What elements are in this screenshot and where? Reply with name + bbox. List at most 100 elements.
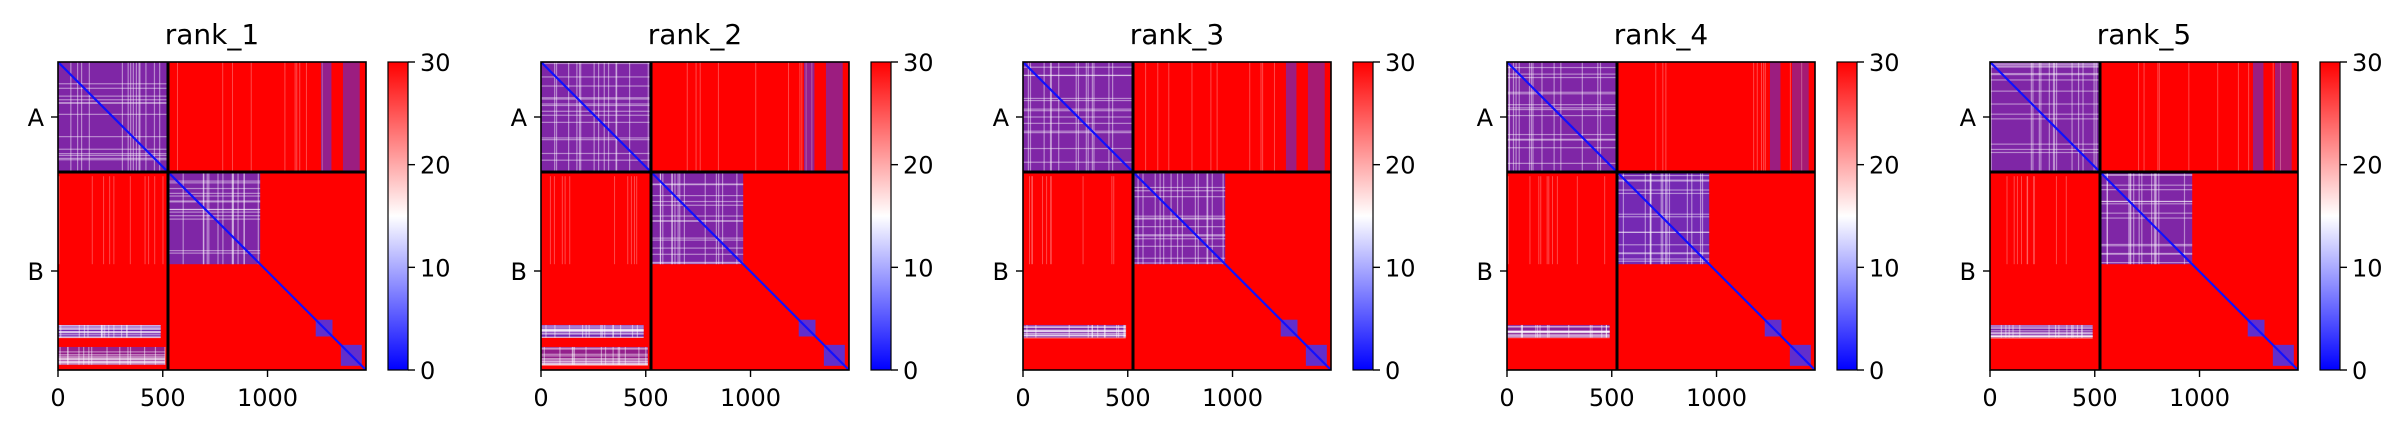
texture-streak bbox=[1023, 334, 1126, 337]
texture-streak bbox=[58, 351, 165, 353]
texture-streak bbox=[1660, 172, 1662, 265]
texture-streak bbox=[569, 176, 571, 265]
x-tick-label: 500 bbox=[2072, 384, 2118, 412]
x-tick-label: 1000 bbox=[1202, 384, 1263, 412]
texture-streak bbox=[1507, 337, 1610, 339]
panel-title: rank_2 bbox=[648, 18, 742, 51]
texture-streak bbox=[1023, 99, 1133, 102]
texture-streak bbox=[1035, 324, 1037, 338]
texture-streak bbox=[1990, 62, 1992, 172]
x-tick-label: 0 bbox=[1015, 384, 1030, 412]
texture-streak bbox=[2100, 252, 2193, 255]
texture-streak bbox=[1222, 172, 1224, 265]
texture-streak bbox=[1104, 324, 1106, 338]
texture-streak bbox=[2100, 189, 2193, 191]
axes-frame bbox=[1989, 61, 2299, 371]
texture-streak bbox=[1617, 231, 1710, 233]
texture-streak bbox=[1605, 324, 1607, 338]
texture-streak bbox=[1082, 176, 1084, 265]
texture-streak bbox=[1123, 324, 1125, 338]
texture-streak bbox=[633, 176, 635, 265]
texture-streak bbox=[717, 62, 719, 172]
texture-streak bbox=[2071, 324, 2073, 338]
texture-streak bbox=[1507, 335, 1610, 337]
colorbar bbox=[1836, 61, 1858, 371]
y-tick-label: B bbox=[1477, 258, 1493, 286]
texture-streak bbox=[1507, 331, 1610, 333]
texture-streak bbox=[1764, 62, 1766, 172]
texture-streak bbox=[1507, 330, 1610, 332]
texture-streak bbox=[1097, 324, 1099, 338]
texture-streak bbox=[651, 239, 744, 241]
texture-streak bbox=[168, 192, 261, 194]
texture-streak bbox=[127, 62, 129, 172]
texture-streak bbox=[1990, 62, 2100, 64]
texture-streak bbox=[1548, 176, 1550, 265]
texture-streak bbox=[619, 324, 622, 338]
colorbar-tick-label: 20 bbox=[1869, 152, 1900, 180]
texture-streak bbox=[1990, 326, 2093, 328]
texture-streak bbox=[1507, 335, 1610, 337]
texture-streak bbox=[1207, 172, 1209, 265]
texture-streak bbox=[541, 159, 651, 161]
texture-streak bbox=[541, 336, 644, 338]
texture-streak bbox=[1507, 330, 1610, 333]
texture-streak bbox=[2100, 200, 2193, 203]
texture-streak bbox=[58, 99, 168, 101]
texture-streak bbox=[1665, 172, 1667, 265]
panel-rank_2: rank_2 0 500 1000 A B 0 10 20 30 bbox=[511, 18, 934, 412]
colorbar-tick-label: 10 bbox=[1869, 254, 1900, 282]
texture-streak bbox=[2038, 62, 2040, 172]
colorbar-tick-label: 0 bbox=[1385, 357, 1400, 385]
panel-rank_4: rank_4 0 500 1000 A B 0 10 20 30 bbox=[1477, 18, 1900, 412]
texture-streak bbox=[541, 152, 651, 155]
texture-streak bbox=[614, 176, 616, 265]
colorbar bbox=[2319, 61, 2341, 371]
texture-streak bbox=[1023, 329, 1126, 331]
texture-streak bbox=[1133, 245, 1226, 247]
texture-streak bbox=[1990, 66, 2100, 68]
texture-streak bbox=[1990, 337, 2093, 339]
texture-streak bbox=[1801, 62, 1803, 172]
texture-streak bbox=[1556, 176, 1558, 265]
texture-streak bbox=[58, 327, 161, 329]
texture-streak bbox=[651, 262, 744, 264]
diagonal-line bbox=[1507, 62, 1815, 370]
texture-streak bbox=[541, 98, 651, 100]
texture-streak bbox=[651, 253, 744, 255]
texture-streak bbox=[541, 361, 648, 363]
texture-streak bbox=[1990, 335, 2093, 337]
texture-streak bbox=[1990, 335, 2093, 337]
low-error-region bbox=[803, 62, 815, 172]
panel-title: rank_5 bbox=[2097, 18, 2191, 51]
texture-streak bbox=[541, 76, 651, 78]
texture-streak bbox=[662, 172, 664, 265]
texture-streak bbox=[1170, 172, 1172, 265]
texture-streak bbox=[58, 361, 165, 363]
texture-streak bbox=[208, 172, 210, 265]
texture-streak bbox=[2005, 324, 2007, 338]
texture-streak bbox=[126, 324, 128, 338]
colorbar-tick-label: 0 bbox=[420, 357, 435, 385]
texture-streak bbox=[1085, 62, 1087, 172]
texture-streak bbox=[1191, 62, 1193, 172]
texture-streak bbox=[58, 362, 165, 364]
texture-streak bbox=[1990, 103, 2100, 105]
texture-streak bbox=[103, 176, 105, 265]
texture-streak bbox=[1990, 65, 2100, 67]
texture-streak bbox=[651, 215, 744, 217]
texture-streak bbox=[541, 360, 648, 362]
texture-streak bbox=[1145, 62, 1147, 172]
texture-streak bbox=[1023, 333, 1126, 335]
texture-streak bbox=[87, 324, 89, 338]
texture-streak bbox=[607, 62, 610, 172]
texture-streak bbox=[88, 62, 90, 172]
texture-streak bbox=[1023, 334, 1126, 336]
texture-streak bbox=[1668, 172, 1671, 265]
texture-streak bbox=[58, 102, 168, 104]
texture-streak bbox=[541, 114, 651, 116]
colorbar bbox=[1352, 61, 1374, 371]
texture-streak bbox=[2048, 324, 2050, 338]
texture-streak bbox=[1194, 172, 1196, 265]
colorbar-tick-label: 30 bbox=[1869, 49, 1900, 77]
